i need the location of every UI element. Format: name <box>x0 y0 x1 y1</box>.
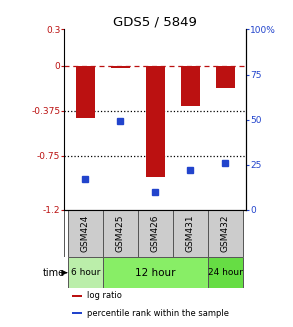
Bar <box>138 210 173 257</box>
Bar <box>111 65 130 68</box>
Bar <box>216 65 235 88</box>
Bar <box>208 257 243 288</box>
Text: percentile rank within the sample: percentile rank within the sample <box>87 309 229 318</box>
Text: 24 hour: 24 hour <box>208 268 243 277</box>
Text: GSM431: GSM431 <box>186 215 195 252</box>
Text: GSM426: GSM426 <box>151 215 160 252</box>
Text: 12 hour: 12 hour <box>135 268 176 278</box>
Bar <box>76 65 95 118</box>
Text: time: time <box>43 268 65 278</box>
Bar <box>103 257 208 288</box>
Bar <box>72 312 82 314</box>
Bar <box>72 295 82 297</box>
Text: 6 hour: 6 hour <box>71 268 100 277</box>
Bar <box>103 210 138 257</box>
Text: GSM424: GSM424 <box>81 215 90 252</box>
Bar <box>173 210 208 257</box>
Title: GDS5 / 5849: GDS5 / 5849 <box>113 15 197 28</box>
Bar <box>146 65 165 177</box>
Bar <box>208 210 243 257</box>
Text: GSM425: GSM425 <box>116 215 125 252</box>
Bar <box>68 257 103 288</box>
Text: GSM432: GSM432 <box>221 215 230 252</box>
Bar <box>180 65 200 106</box>
Bar <box>68 210 103 257</box>
Text: log ratio: log ratio <box>87 291 122 301</box>
